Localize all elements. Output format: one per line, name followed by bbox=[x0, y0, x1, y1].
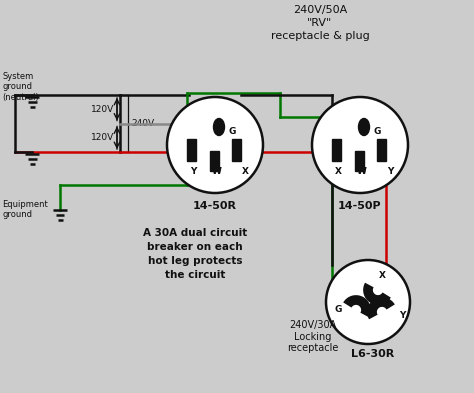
Ellipse shape bbox=[358, 119, 370, 136]
Text: L6-30R: L6-30R bbox=[351, 349, 395, 359]
Bar bbox=[332, 139, 341, 161]
Text: X: X bbox=[335, 167, 341, 176]
Text: Y: Y bbox=[190, 167, 196, 176]
Bar bbox=[232, 139, 241, 161]
Text: Y: Y bbox=[387, 167, 393, 176]
Text: X: X bbox=[241, 167, 248, 176]
Text: W: W bbox=[212, 167, 222, 176]
Text: 240V/30A
Locking
receptacle: 240V/30A Locking receptacle bbox=[287, 320, 339, 353]
Circle shape bbox=[167, 97, 263, 193]
Text: 120V: 120V bbox=[91, 105, 114, 114]
Text: Equipment
ground: Equipment ground bbox=[2, 200, 48, 219]
Text: G: G bbox=[229, 127, 237, 136]
Text: 240V/50A
"RV"
receptacle & plug: 240V/50A "RV" receptacle & plug bbox=[271, 5, 369, 41]
Ellipse shape bbox=[213, 119, 225, 136]
Text: 120V: 120V bbox=[91, 133, 114, 142]
Circle shape bbox=[326, 260, 410, 344]
Text: X: X bbox=[379, 272, 385, 281]
Text: A 30A dual circuit
breaker on each
hot leg protects
the circuit: A 30A dual circuit breaker on each hot l… bbox=[143, 228, 247, 280]
Text: 14-50R: 14-50R bbox=[193, 201, 237, 211]
Bar bbox=[210, 151, 219, 171]
Text: G: G bbox=[374, 127, 382, 136]
Text: 14-50P: 14-50P bbox=[338, 201, 382, 211]
Text: System
ground
(neutral): System ground (neutral) bbox=[2, 72, 39, 102]
Bar bbox=[187, 139, 196, 161]
Text: W: W bbox=[357, 167, 367, 176]
Text: G: G bbox=[334, 305, 342, 314]
Bar bbox=[355, 151, 364, 171]
Text: Y: Y bbox=[399, 312, 405, 321]
Bar bbox=[377, 139, 386, 161]
Text: 240V: 240V bbox=[131, 119, 154, 128]
Circle shape bbox=[312, 97, 408, 193]
